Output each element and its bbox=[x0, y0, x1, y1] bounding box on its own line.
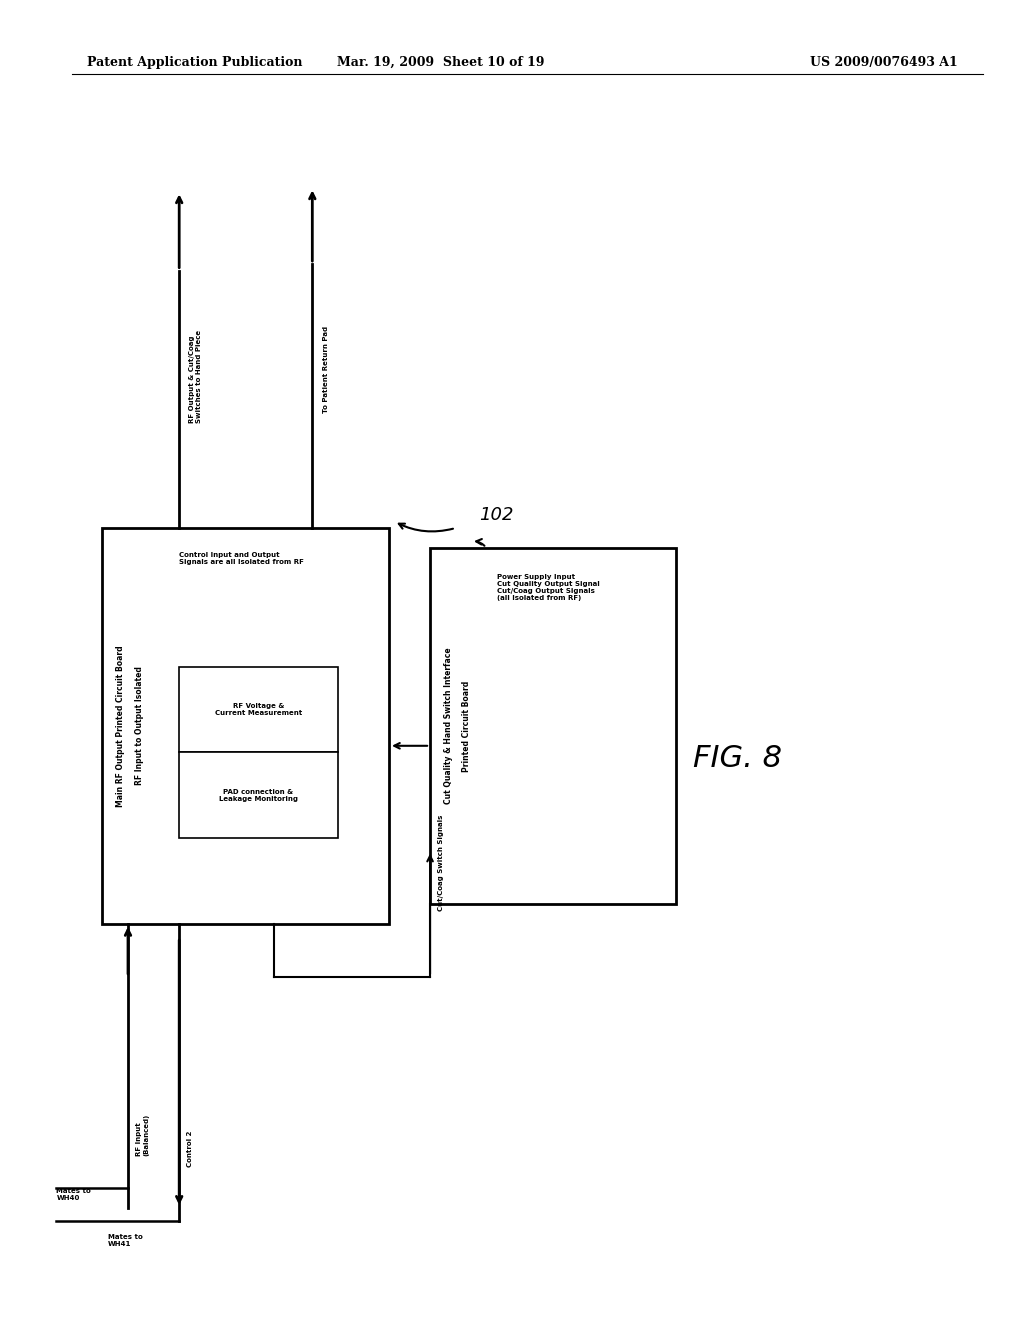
Text: Cut Quality & Hand Switch Interface: Cut Quality & Hand Switch Interface bbox=[444, 648, 453, 804]
Text: PAD connection &
Leakage Monitoring: PAD connection & Leakage Monitoring bbox=[219, 789, 298, 801]
Text: Mar. 19, 2009  Sheet 10 of 19: Mar. 19, 2009 Sheet 10 of 19 bbox=[337, 55, 544, 69]
Text: Printed Circuit Board: Printed Circuit Board bbox=[463, 680, 471, 772]
Text: FIG. 8: FIG. 8 bbox=[693, 744, 781, 774]
Text: Cut/Coag Switch Signals: Cut/Coag Switch Signals bbox=[438, 814, 444, 911]
Bar bbox=[102, 528, 389, 924]
Text: US 2009/0076493 A1: US 2009/0076493 A1 bbox=[810, 55, 957, 69]
Text: Main RF Output Printed Circuit Board: Main RF Output Printed Circuit Board bbox=[117, 645, 125, 807]
Text: Mates to
WH41: Mates to WH41 bbox=[108, 1234, 142, 1247]
Text: RF Input
(Balanced): RF Input (Balanced) bbox=[136, 1114, 150, 1156]
Text: Control Input and Output
Signals are all Isolated from RF: Control Input and Output Signals are all… bbox=[179, 552, 304, 565]
Text: To Patient Return Pad: To Patient Return Pad bbox=[323, 326, 329, 413]
Text: RF Output & Cut/Coag
Switches to Hand Piece: RF Output & Cut/Coag Switches to Hand Pi… bbox=[189, 330, 203, 422]
Text: 102: 102 bbox=[479, 506, 514, 524]
FancyArrowPatch shape bbox=[398, 524, 453, 532]
Text: RF Input to Output Isolated: RF Input to Output Isolated bbox=[135, 667, 143, 785]
Text: Power Supply Input
Cut Quality Output Signal
Cut/Coag Output Signals
(all Isolat: Power Supply Input Cut Quality Output Si… bbox=[497, 574, 599, 601]
Bar bbox=[430, 548, 676, 904]
Bar bbox=[179, 752, 338, 838]
Text: Control 2: Control 2 bbox=[187, 1130, 194, 1167]
Text: Patent Application Publication: Patent Application Publication bbox=[87, 55, 302, 69]
Bar bbox=[179, 667, 338, 752]
Text: RF Voltage &
Current Measurement: RF Voltage & Current Measurement bbox=[215, 704, 302, 715]
Text: Mates to
WH40: Mates to WH40 bbox=[56, 1188, 91, 1201]
FancyArrowPatch shape bbox=[476, 539, 484, 545]
